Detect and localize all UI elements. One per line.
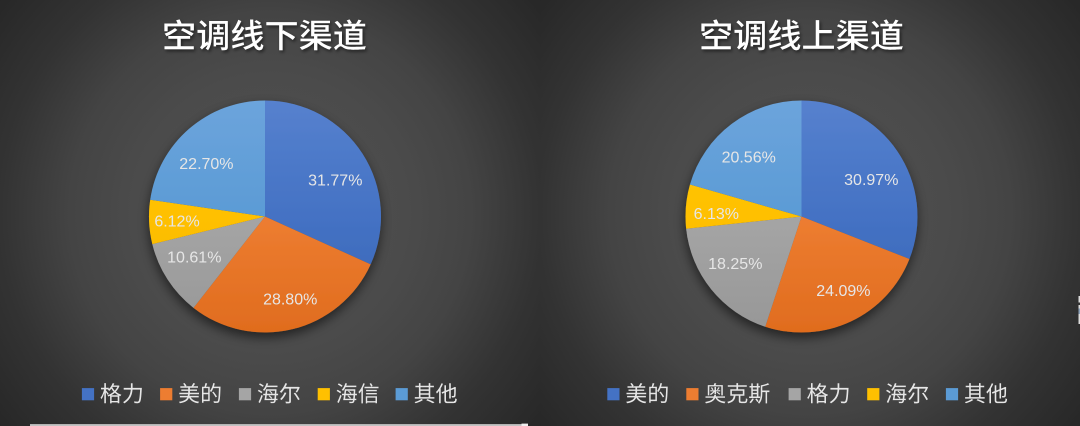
svg-text:30.97%: 30.97% xyxy=(844,172,898,189)
svg-text:6.13%: 6.13% xyxy=(694,206,739,223)
svg-text:6.12%: 6.12% xyxy=(154,214,199,231)
svg-text:28.80%: 28.80% xyxy=(263,292,317,309)
svg-text:20.56%: 20.56% xyxy=(722,149,776,166)
svg-text:18.25%: 18.25% xyxy=(708,256,762,273)
svg-text:24.09%: 24.09% xyxy=(816,283,870,300)
svg-text:22.70%: 22.70% xyxy=(179,156,233,173)
svg-text:10.61%: 10.61% xyxy=(167,250,221,267)
svg-text:31.77%: 31.77% xyxy=(308,172,362,189)
